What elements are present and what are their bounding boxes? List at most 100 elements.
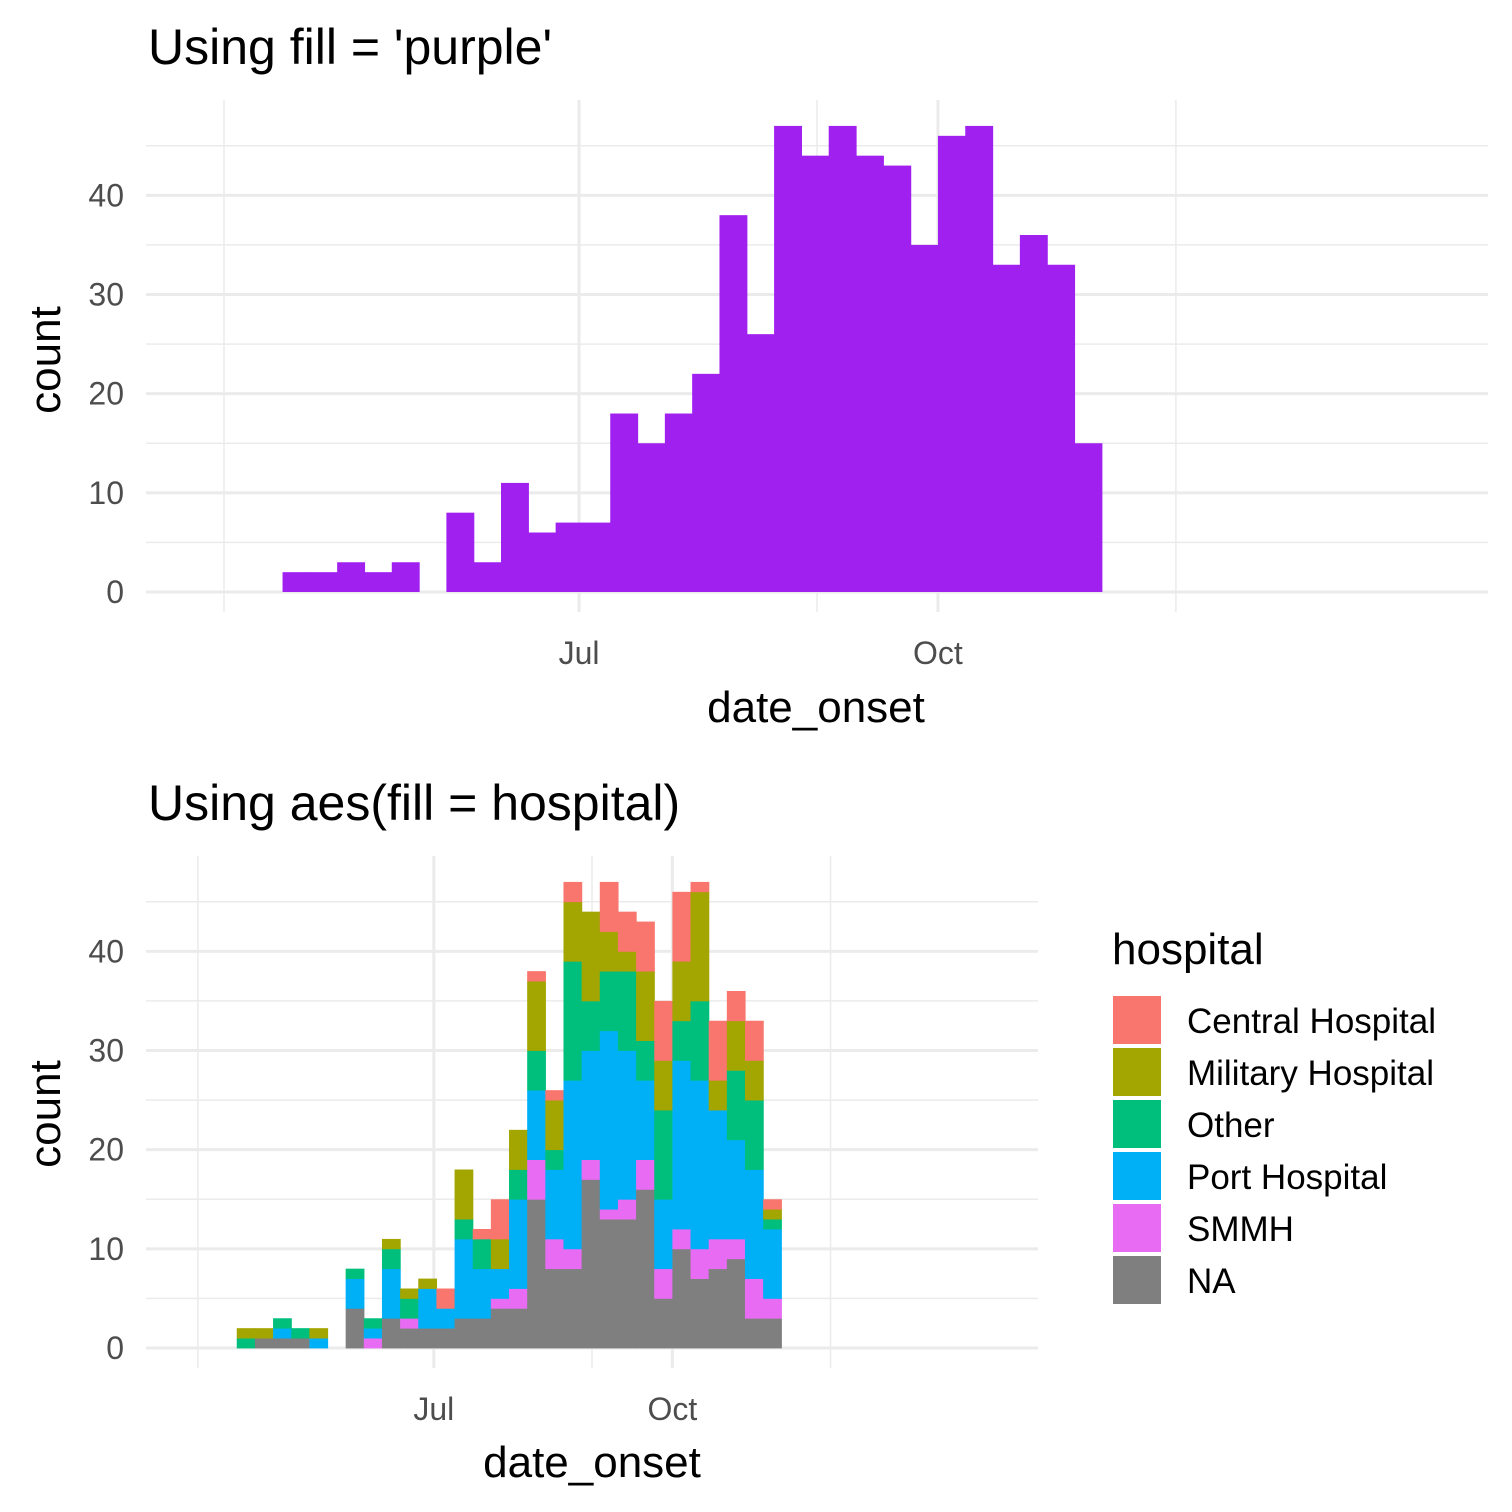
bar bbox=[828, 125, 857, 593]
bar-segment bbox=[763, 1229, 782, 1299]
bar-segment bbox=[400, 1298, 419, 1319]
bar bbox=[856, 155, 884, 592]
bar-segment bbox=[273, 1338, 292, 1349]
bar-segment bbox=[690, 1248, 710, 1279]
bar bbox=[692, 373, 721, 592]
bar-segment bbox=[527, 1159, 546, 1200]
legend-label: SMMH bbox=[1187, 1210, 1294, 1249]
bar-segment bbox=[436, 1288, 456, 1309]
y-tick-label: 30 bbox=[88, 1033, 124, 1069]
legend-label: NA bbox=[1187, 1262, 1236, 1301]
legend-swatch bbox=[1113, 1152, 1161, 1200]
bar-segment bbox=[563, 1268, 583, 1349]
bar-segment bbox=[273, 1328, 292, 1339]
x-tick-label: Jul bbox=[559, 635, 600, 671]
legend-label: Port Hospital bbox=[1187, 1158, 1387, 1197]
bar-segment bbox=[509, 1199, 528, 1289]
bar-segment bbox=[690, 891, 710, 1002]
bar bbox=[446, 512, 475, 592]
bar-segment bbox=[254, 1338, 274, 1349]
bar-segment bbox=[345, 1268, 365, 1279]
bar-segment bbox=[545, 1090, 565, 1101]
bar-segment bbox=[545, 1238, 565, 1270]
bar-segment bbox=[672, 961, 692, 1022]
bar bbox=[501, 482, 529, 592]
bar-segment bbox=[345, 1278, 365, 1309]
bar-segment bbox=[654, 1268, 673, 1299]
chart-title: Using aes(fill = hospital) bbox=[148, 775, 680, 831]
y-axis-tick-labels: 0 10 20 30 40 bbox=[88, 177, 124, 610]
bar-segment bbox=[400, 1288, 419, 1299]
bar-segment bbox=[581, 1179, 601, 1349]
bar-segment bbox=[545, 1268, 565, 1349]
bar-segment bbox=[472, 1238, 492, 1270]
bar-segment bbox=[563, 1248, 583, 1270]
x-axis-title: date_onset bbox=[483, 1438, 701, 1487]
bar-segment bbox=[363, 1338, 383, 1349]
bar bbox=[637, 443, 666, 592]
bar-segment bbox=[527, 981, 546, 1051]
bar-segment bbox=[490, 1268, 510, 1299]
legend-swatch bbox=[1113, 996, 1161, 1044]
bar-segment bbox=[672, 1020, 692, 1061]
bar-segment bbox=[744, 1318, 764, 1349]
bar-segment bbox=[654, 1060, 673, 1111]
y-axis-title: count bbox=[21, 1060, 70, 1168]
legend-swatch bbox=[1113, 1100, 1161, 1148]
bar-segment bbox=[563, 881, 583, 903]
legend-swatch bbox=[1113, 1048, 1161, 1096]
bar-segment bbox=[490, 1298, 510, 1309]
bar-segment bbox=[708, 1238, 728, 1270]
bar-segment bbox=[672, 891, 692, 962]
bar-segment bbox=[400, 1318, 419, 1329]
bar bbox=[992, 264, 1021, 592]
bar-segment bbox=[708, 1020, 728, 1081]
legend: hospital Central Hospital Military Hospit… bbox=[1112, 925, 1436, 1304]
bar-segment bbox=[654, 1000, 673, 1061]
x-tick-label: Oct bbox=[647, 1391, 697, 1427]
bar-segment bbox=[744, 1060, 764, 1101]
bar-segment bbox=[726, 1020, 746, 1071]
bar-segment bbox=[381, 1318, 401, 1349]
bar-segment bbox=[599, 971, 619, 1032]
bar bbox=[528, 532, 557, 592]
bar-segment bbox=[599, 881, 619, 932]
bar bbox=[1074, 443, 1103, 592]
bar-segment bbox=[472, 1318, 492, 1349]
bar-segment bbox=[545, 1169, 565, 1240]
bar-segment bbox=[291, 1338, 310, 1349]
y-tick-label: 0 bbox=[106, 1330, 124, 1366]
bar-segment bbox=[291, 1328, 310, 1339]
bar bbox=[282, 572, 311, 592]
x-axis-title: date_onset bbox=[707, 683, 925, 732]
bar-segment bbox=[763, 1219, 782, 1230]
bar-segment bbox=[545, 1100, 565, 1151]
bar-segment bbox=[744, 1278, 764, 1319]
bar-segment bbox=[509, 1169, 528, 1200]
bar bbox=[364, 572, 393, 592]
bar-segment bbox=[309, 1328, 329, 1339]
bar-segment bbox=[236, 1338, 256, 1349]
bar bbox=[473, 562, 502, 592]
bar bbox=[309, 572, 338, 592]
bars bbox=[282, 125, 1103, 593]
x-axis-tick-labels: Jul Oct bbox=[413, 1391, 697, 1427]
bar-segment bbox=[708, 1080, 728, 1111]
bar-segment bbox=[654, 1298, 673, 1349]
bar bbox=[555, 522, 584, 592]
legend-label: Military Hospital bbox=[1187, 1054, 1434, 1093]
bar-segment bbox=[708, 1110, 728, 1240]
y-tick-label: 40 bbox=[88, 177, 124, 213]
bar-segment bbox=[654, 1110, 673, 1200]
bar-segment bbox=[363, 1318, 383, 1329]
bar bbox=[664, 413, 693, 592]
bar-segment bbox=[545, 1149, 565, 1170]
bar-segment bbox=[599, 1219, 619, 1349]
bar-segment bbox=[690, 1000, 710, 1081]
legend-title: hospital bbox=[1112, 925, 1264, 974]
bar-segment bbox=[636, 1159, 655, 1190]
bar-segment bbox=[527, 1050, 546, 1091]
bar-segment bbox=[509, 1308, 528, 1349]
bar-segment bbox=[309, 1338, 329, 1349]
bar-segment bbox=[418, 1328, 438, 1349]
